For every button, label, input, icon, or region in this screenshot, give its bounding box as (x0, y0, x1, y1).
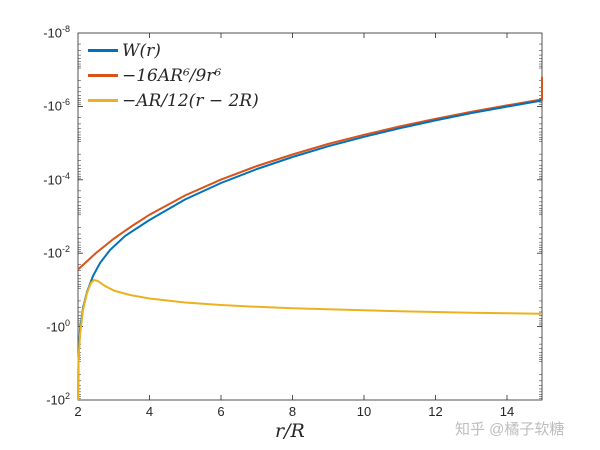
watermark: 知乎 @橘子软糖 (455, 421, 565, 438)
x-tick-label: 4 (145, 404, 154, 419)
y-tick-label: -10-6 (43, 97, 70, 114)
x-tick-label: 8 (288, 404, 297, 419)
series-blue-line (77, 99, 543, 401)
x-tick-label: 6 (217, 404, 225, 419)
y-tick-label: -102 (46, 391, 70, 408)
series-yellow-line (77, 278, 543, 401)
x-tick-label: 12 (428, 404, 443, 419)
series-red-line (77, 76, 543, 271)
legend-swatch-red (88, 74, 118, 77)
x-axis-label: r/R (275, 420, 305, 442)
legend-item: −16AR⁶/9r⁶ (88, 63, 259, 88)
legend-label: −16AR⁶/9r⁶ (122, 65, 222, 86)
y-tick-label: -10-2 (43, 244, 70, 261)
y-tick-marks (78, 106, 542, 328)
x-tick-marks (149, 33, 508, 400)
y-tick-label: -100 (46, 318, 70, 335)
legend: W(r) −16AR⁶/9r⁶ −AR/12(r − 2R) (88, 38, 259, 113)
legend-swatch-blue (88, 49, 118, 52)
x-tick-label: 10 (356, 404, 372, 419)
y-minor-ticks (78, 43, 542, 399)
legend-item: −AR/12(r − 2R) (88, 88, 259, 113)
legend-label: −AR/12(r − 2R) (122, 90, 259, 111)
x-tick-label: 14 (499, 404, 515, 419)
legend-swatch-yellow (88, 99, 118, 102)
x-tick-label: 2 (74, 404, 82, 419)
y-tick-label: -10-8 (43, 24, 70, 41)
legend-label: W(r) (122, 40, 161, 61)
axes-box (77, 32, 543, 401)
legend-item: W(r) (88, 38, 259, 63)
y-tick-label: -10-4 (43, 171, 70, 188)
